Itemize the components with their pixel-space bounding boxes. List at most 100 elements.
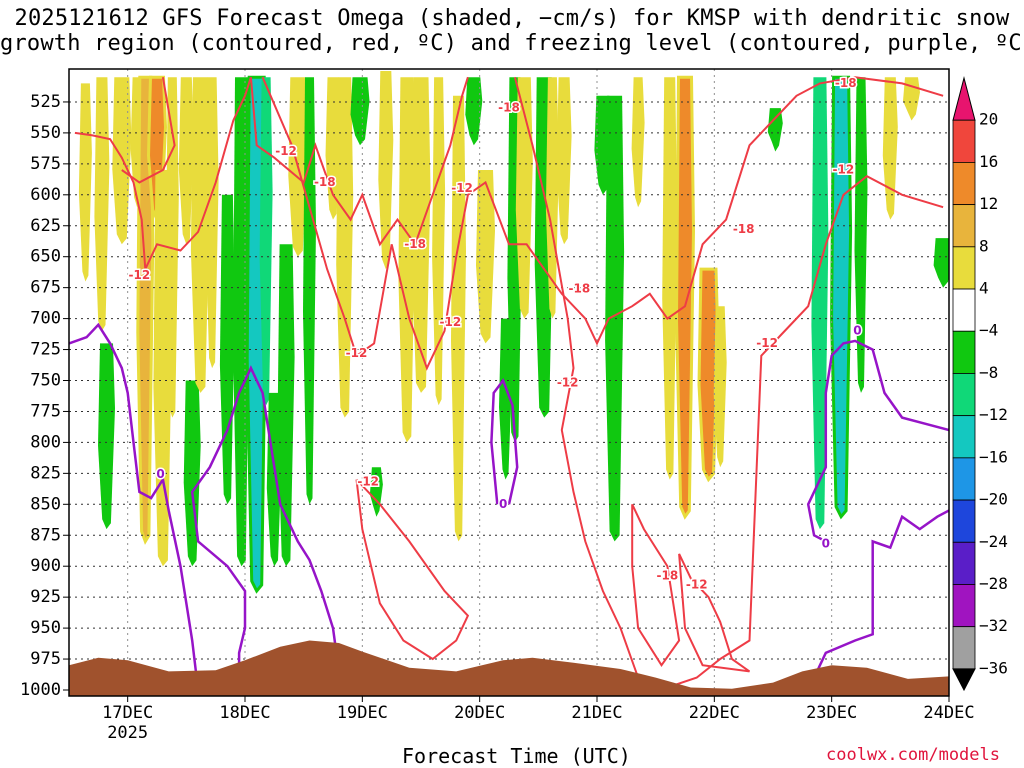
colorbar-label: 8: [979, 236, 989, 255]
x-tick-label: 21DEC: [571, 703, 622, 723]
contour-label: -12: [129, 268, 151, 282]
omega-band: [933, 238, 949, 288]
terrain: [69, 640, 949, 696]
omega-band: [432, 77, 446, 406]
omega-band: [411, 77, 431, 393]
colorbar-segment: [952, 499, 976, 543]
omega-band: [303, 77, 316, 505]
colorbar-segment: [952, 415, 976, 459]
x-tick-label: 19DEC: [337, 703, 388, 723]
omega-band: [178, 77, 194, 245]
y-tick-label: 625: [30, 216, 61, 236]
y-tick-label: 725: [30, 340, 61, 360]
colorbar-segment: [952, 162, 976, 206]
x-tick-label: 17DEC: [102, 703, 153, 723]
contour-label: -18: [657, 569, 679, 583]
x-tick-label: 24DEC: [923, 703, 974, 723]
omega-band: [259, 77, 273, 406]
omega-band: [699, 269, 718, 480]
omega-band: [882, 77, 898, 220]
colorbar-segment: [952, 288, 976, 332]
colorbar-label: 4: [979, 279, 989, 298]
y-tick-label: 900: [30, 556, 61, 576]
terrain-layer: [69, 640, 949, 696]
omega-band: [811, 77, 829, 530]
dendritic-contour: [261, 76, 944, 371]
contour-label: 0: [499, 497, 507, 511]
plot-frame: [68, 68, 950, 697]
y-tick-label: 800: [30, 432, 61, 452]
omega-band-edge: [674, 75, 696, 520]
omega-band: [451, 95, 466, 542]
y-tick-label: 675: [30, 278, 61, 298]
contour-label: -12: [686, 577, 708, 591]
colorbar-label: 20: [979, 110, 998, 129]
contour-label: -18: [733, 222, 755, 236]
colorbar-label: 12: [979, 194, 998, 213]
x-axis-label: Forecast Time (UTC): [402, 744, 631, 768]
contour-label: -12: [346, 346, 368, 360]
x-tick-label: 18DEC: [219, 703, 270, 723]
contour-label: -12: [833, 163, 855, 177]
colorbar-label: −20: [979, 490, 1008, 509]
y-tick-label: 550: [30, 123, 61, 143]
colorbar-segment: [952, 373, 976, 417]
omega-band: [831, 77, 851, 517]
y-tick-label: 775: [30, 401, 61, 421]
omega-shading-layer: [78, 71, 949, 594]
source-credit: coolwx.com/models: [826, 745, 1000, 765]
colorbar-label: −4: [979, 321, 998, 340]
omega-band: [219, 194, 235, 505]
omega-band-edge: [830, 75, 853, 520]
chart-title-line-1: 2025121612 GFS Forecast Omega (shaded, −…: [14, 6, 1010, 31]
omega-band: [398, 77, 416, 443]
x-tick-label: 22DEC: [689, 703, 740, 723]
contour-label: -12: [275, 144, 297, 158]
y-tick-label: 575: [30, 154, 61, 174]
y-tick-label: 875: [30, 525, 61, 545]
colorbar-segment: [952, 626, 976, 670]
dendritic-contour: [249, 76, 469, 247]
colorbar-bottom-arrow: [952, 668, 976, 692]
colorbar-segment: [952, 204, 976, 248]
freezing-level-contour: [812, 509, 949, 679]
contour-label: -18: [404, 237, 426, 251]
dendritic-contour: [678, 553, 751, 673]
colorbar-label: −8: [979, 363, 998, 382]
y-tick-label: 925: [30, 587, 61, 607]
contour-labels: -12-12-18-18-12-18-12-12-18-12-18-12-18-…: [127, 74, 863, 592]
x-year-label: 2025: [107, 723, 148, 743]
contour-label: -18: [569, 281, 591, 295]
contour-label: -12: [357, 475, 379, 489]
omega-band: [190, 77, 210, 393]
omega-band: [98, 343, 115, 530]
colorbar: 20 16 12 8 4 −4 −8 −12 −16 −20 −24 −28 −32 −36: [952, 76, 1008, 692]
omega-band: [713, 306, 727, 468]
omega-band: [662, 77, 678, 480]
freezing-level-contour: [490, 377, 519, 505]
dendritic-contour: [74, 76, 252, 273]
y-tick-label: 750: [30, 371, 61, 391]
freezing-level-contour: [190, 365, 341, 690]
omega-band: [545, 77, 559, 319]
omega-band: [676, 77, 694, 517]
omega-band: [556, 77, 572, 245]
y-tick-label: 700: [30, 309, 61, 329]
axes: 525 550 575 600 625 650 675 700 725 750 775 800 825 8…: [20, 68, 975, 743]
colorbar-label: −24: [979, 532, 1008, 551]
y-tick-label: 525: [30, 92, 61, 112]
contour-label: 0: [822, 536, 830, 550]
omega-band: [233, 77, 250, 567]
omega-band: [465, 77, 483, 146]
omega-band: [350, 77, 370, 146]
omega-band-edge: [697, 267, 720, 483]
contour-label: -18: [835, 76, 857, 90]
colorbar-label: −28: [979, 574, 1008, 593]
colorbar-label: −32: [979, 616, 1008, 635]
omega-band: [112, 77, 132, 245]
colorbar-label: 16: [979, 152, 998, 171]
colorbar-segment: [952, 584, 976, 628]
dendritic-contour: [631, 503, 681, 667]
chart-title-line-2: growth region (contoured, red, ºC) and f…: [0, 31, 1024, 56]
